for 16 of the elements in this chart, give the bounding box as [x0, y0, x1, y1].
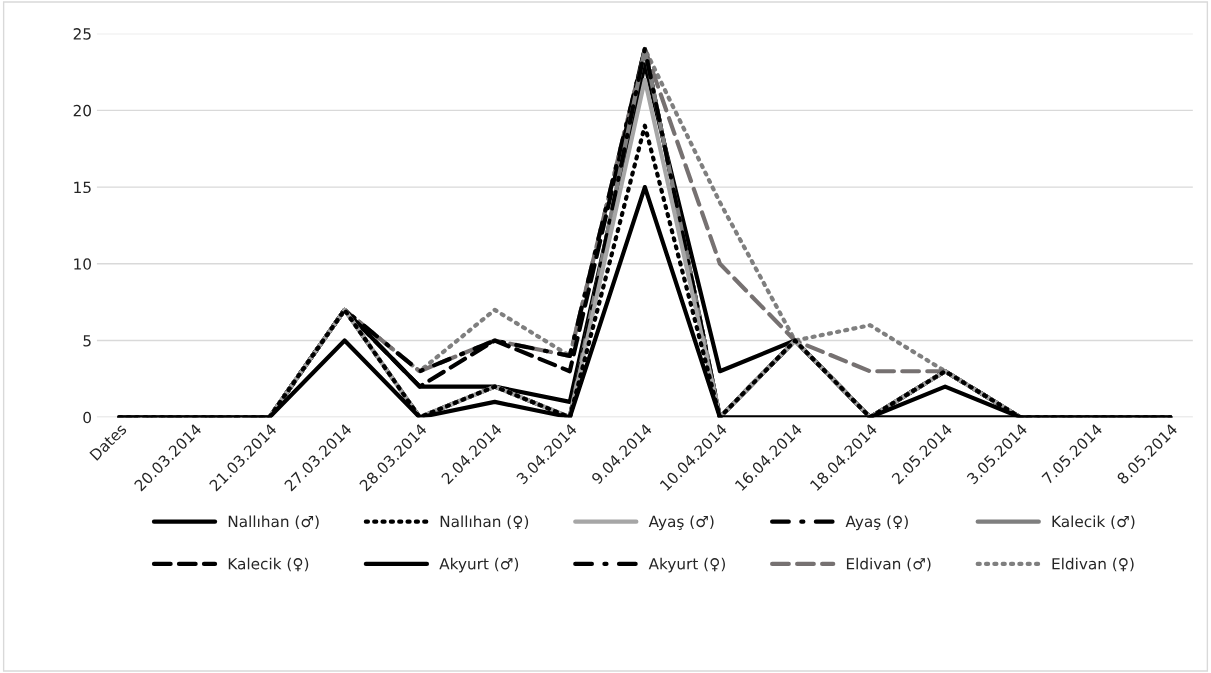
y-tick-label: 0 — [83, 411, 91, 424]
y-tick-label: 20 — [73, 104, 91, 117]
legend-label: Kalecik (♀) — [228, 557, 309, 572]
legend-label: Nallıhan (♀) — [440, 515, 529, 530]
y-tick-label: 5 — [83, 335, 91, 347]
legend-label: Eldivan (♀) — [1052, 557, 1134, 572]
y-tick-label: 15 — [74, 181, 91, 194]
legend-label: Akyurt (♂) — [439, 557, 519, 573]
legend-label: Ayaş (♀) — [845, 515, 908, 531]
legend-label: Akyurt (♀) — [648, 557, 725, 573]
legend-label: Kalecik (♂) — [1052, 515, 1135, 530]
y-tick-label: 10 — [74, 258, 91, 270]
legend-label: Ayaş (♂) — [648, 515, 714, 531]
y-tick-label: 25 — [73, 28, 91, 40]
legend-label: Eldivan (♂) — [846, 557, 931, 572]
legend-label: Nallıhan (♂) — [228, 515, 319, 530]
